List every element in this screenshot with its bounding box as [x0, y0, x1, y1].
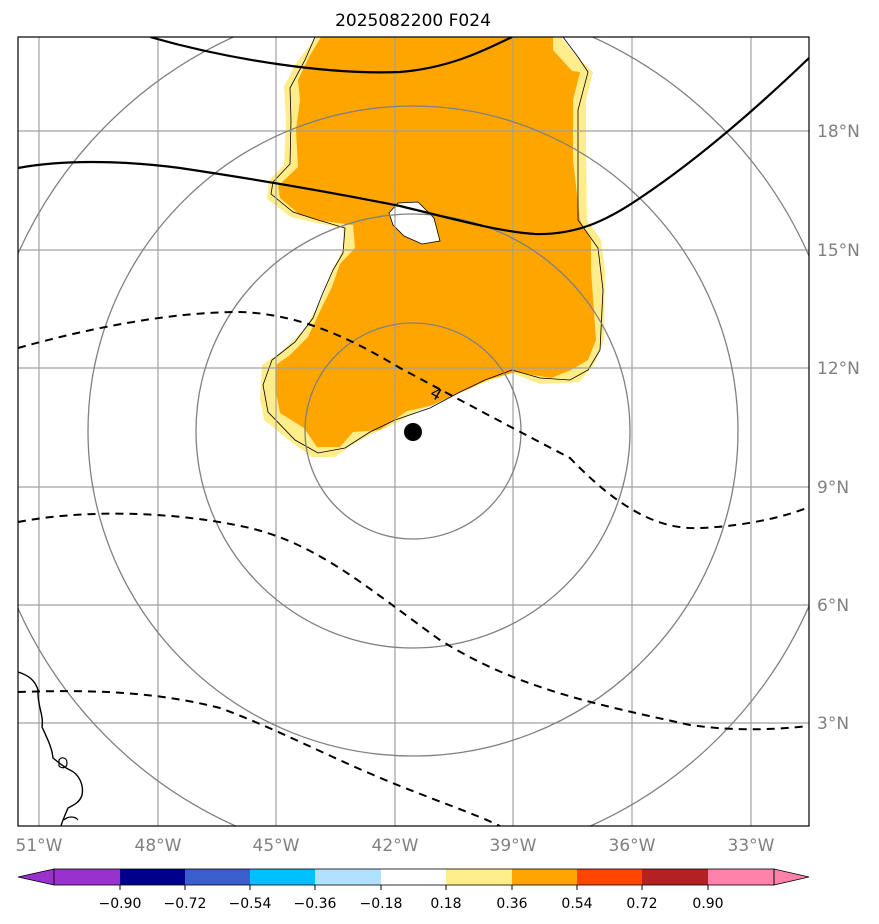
colorbar-segment-4 — [250, 869, 315, 885]
colorbar-tick-label-2: −0.72 — [164, 896, 207, 912]
lat-label-12n: 12°N — [817, 359, 860, 379]
colorbar-segment-2 — [120, 869, 185, 885]
colorbar-tick-label-7: 0.36 — [496, 896, 527, 912]
lat-label-9n: 9°N — [817, 478, 849, 498]
colorbar-ticks — [119, 885, 709, 890]
colorbar-segment-11 — [708, 869, 774, 885]
solid-contour-middle — [18, 57, 809, 236]
lat-label-18n: 18°N — [817, 122, 860, 142]
lon-label-42w: 42°W — [372, 836, 419, 856]
colorbar-segment-10 — [642, 869, 708, 885]
colorbar-tick-label-3: −0.54 — [229, 896, 272, 912]
map-title: 2025082200 F024 — [335, 11, 491, 31]
colorbar-segment-6 — [381, 869, 446, 885]
solid-contour-top — [149, 37, 513, 74]
storm-center-marker — [404, 423, 422, 441]
colorbar-segment-3 — [185, 869, 250, 885]
lon-label-36w: 36°W — [609, 836, 656, 856]
lon-label-51w: 51°W — [16, 836, 63, 856]
lon-label-48w: 48°W — [135, 836, 182, 856]
colorbar-tick-label-8: 0.54 — [561, 896, 592, 912]
dashed-contour-lower — [18, 690, 501, 826]
lat-label-3n: 3°N — [817, 714, 849, 734]
colorbar-segment-1 — [54, 869, 120, 885]
colorbar-tick-label-6: 0.18 — [430, 896, 461, 912]
colorbar-segment-7 — [446, 869, 512, 885]
range-rings — [18, 37, 809, 826]
dashed-contour-upper — [18, 310, 809, 530]
colorbar-max-extend — [773, 868, 810, 886]
colorbar-segment-8 — [512, 869, 577, 885]
colorbar-tick-label-9: 0.72 — [626, 896, 657, 912]
colorbar-tick-label-5: −0.18 — [360, 896, 403, 912]
colorbar-segment-5 — [315, 869, 381, 885]
lon-axis-labels: 51°W 48°W 45°W 42°W 39°W 36°W 33°W — [16, 836, 775, 856]
coastline-island — [58, 757, 68, 769]
lat-label-6n: 6°N — [817, 596, 849, 616]
colorbar-tick-label-10: 0.90 — [692, 896, 723, 912]
lat-label-15n: 15°N — [817, 241, 860, 261]
colorbar-tick-label-1: −0.90 — [99, 896, 142, 912]
lon-gridlines — [38, 37, 752, 826]
lat-gridlines — [18, 130, 809, 724]
colorbar-min-extend — [17, 868, 55, 886]
map-panel: 4 — [17, 36, 810, 827]
colorbar-segment-9 — [577, 869, 642, 885]
lon-label-39w: 39°W — [490, 836, 537, 856]
lat-axis-labels: 18°N 15°N 12°N 9°N 6°N 3°N — [817, 122, 860, 734]
map-frame — [17, 36, 810, 827]
lon-label-45w: 45°W — [253, 836, 300, 856]
dashed-contours — [18, 310, 809, 826]
colorbar-frame — [53, 868, 775, 886]
coastline-island-2 — [63, 816, 79, 821]
lon-label-33w: 33°W — [728, 836, 775, 856]
colorbar: −0.90 −0.72 −0.54 −0.36 −0.18 0.18 0.36 … — [17, 868, 810, 912]
coastline — [18, 671, 84, 826]
colorbar-tick-label-4: −0.36 — [294, 896, 337, 912]
dashed-contour-middle — [18, 512, 809, 731]
